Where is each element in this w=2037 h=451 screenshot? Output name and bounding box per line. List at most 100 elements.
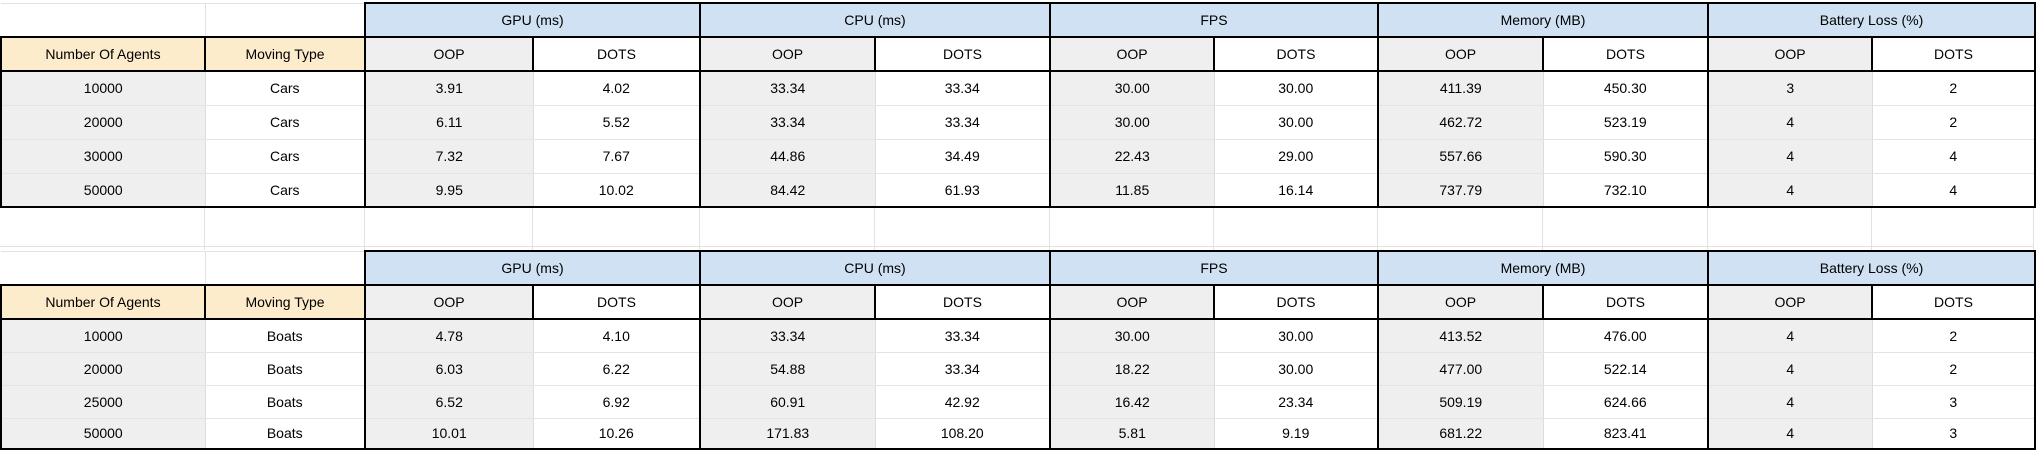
metric-group-header-cell[interactable]: CPU (ms) xyxy=(699,2,1051,38)
value-cell[interactable]: 6.22 xyxy=(532,352,700,386)
dots-subheader-cell[interactable]: DOTS xyxy=(532,284,701,320)
value-cell[interactable]: 30.00 xyxy=(1049,105,1214,140)
agents-cell[interactable]: 20000 xyxy=(0,352,205,386)
value-cell[interactable]: 476.00 xyxy=(1542,319,1708,353)
value-cell[interactable]: 54.88 xyxy=(699,352,875,386)
value-cell[interactable]: 3 xyxy=(1871,385,2036,419)
value-cell[interactable]: 10.02 xyxy=(532,173,700,208)
value-cell[interactable]: 477.00 xyxy=(1377,352,1543,386)
value-cell[interactable]: 10.26 xyxy=(532,418,700,450)
dots-subheader-cell[interactable]: DOTS xyxy=(1871,36,2036,72)
value-cell[interactable]: 4 xyxy=(1707,139,1872,174)
value-cell[interactable]: 33.34 xyxy=(874,352,1050,386)
value-cell[interactable]: 4.10 xyxy=(532,319,700,353)
value-cell[interactable]: 33.34 xyxy=(699,105,875,140)
value-cell[interactable]: 509.19 xyxy=(1377,385,1543,419)
value-cell[interactable]: 6.92 xyxy=(532,385,700,419)
agents-cell[interactable]: 10000 xyxy=(0,71,205,106)
dots-subheader-cell[interactable]: DOTS xyxy=(1213,36,1379,72)
value-cell[interactable]: 4.78 xyxy=(364,319,533,353)
value-cell[interactable]: 30.00 xyxy=(1213,319,1378,353)
value-cell[interactable]: 4 xyxy=(1707,319,1872,353)
value-cell[interactable]: 33.34 xyxy=(874,71,1050,106)
moving-type-cell[interactable]: Cars xyxy=(204,173,365,208)
value-cell[interactable]: 4.02 xyxy=(532,71,700,106)
value-cell[interactable]: 33.34 xyxy=(699,71,875,106)
dots-subheader-cell[interactable]: DOTS xyxy=(874,284,1051,320)
metric-group-header-cell[interactable]: GPU (ms) xyxy=(364,2,701,38)
value-cell[interactable]: 30.00 xyxy=(1049,319,1214,353)
agents-cell[interactable]: 25000 xyxy=(0,385,205,419)
value-cell[interactable]: 624.66 xyxy=(1542,385,1708,419)
agents-cell[interactable]: 10000 xyxy=(0,319,205,353)
value-cell[interactable]: 823.41 xyxy=(1542,418,1708,450)
value-cell[interactable]: 2 xyxy=(1871,352,2036,386)
oop-subheader-cell[interactable]: OOP xyxy=(1707,36,1873,72)
agents-cell[interactable]: 50000 xyxy=(0,173,205,208)
moving-type-column-header[interactable]: Moving Type xyxy=(204,36,366,72)
agents-column-header[interactable]: Number Of Agents xyxy=(0,36,206,72)
metric-group-header-cell[interactable]: FPS xyxy=(1049,250,1379,286)
metric-group-header-cell[interactable]: CPU (ms) xyxy=(699,250,1051,286)
dots-subheader-cell[interactable]: DOTS xyxy=(874,36,1051,72)
value-cell[interactable]: 5.81 xyxy=(1049,418,1214,450)
value-cell[interactable]: 42.92 xyxy=(874,385,1050,419)
value-cell[interactable]: 522.14 xyxy=(1542,352,1708,386)
value-cell[interactable]: 30.00 xyxy=(1213,105,1378,140)
metric-group-header-cell[interactable]: GPU (ms) xyxy=(364,250,701,286)
blank-cell[interactable] xyxy=(205,250,365,285)
dots-subheader-cell[interactable]: DOTS xyxy=(1213,284,1379,320)
value-cell[interactable]: 3 xyxy=(1871,418,2036,450)
value-cell[interactable]: 16.14 xyxy=(1213,173,1378,208)
value-cell[interactable]: 6.52 xyxy=(364,385,533,419)
value-cell[interactable]: 4 xyxy=(1871,139,2036,174)
value-cell[interactable]: 29.00 xyxy=(1213,139,1378,174)
value-cell[interactable]: 7.32 xyxy=(364,139,533,174)
value-cell[interactable]: 557.66 xyxy=(1377,139,1543,174)
value-cell[interactable]: 30.00 xyxy=(1213,352,1378,386)
value-cell[interactable]: 681.22 xyxy=(1377,418,1543,450)
value-cell[interactable]: 2 xyxy=(1871,71,2036,106)
value-cell[interactable]: 171.83 xyxy=(699,418,875,450)
oop-subheader-cell[interactable]: OOP xyxy=(1377,284,1544,320)
oop-subheader-cell[interactable]: OOP xyxy=(364,36,534,72)
value-cell[interactable]: 411.39 xyxy=(1377,71,1543,106)
value-cell[interactable]: 84.42 xyxy=(699,173,875,208)
moving-type-cell[interactable]: Boats xyxy=(204,418,365,450)
agents-cell[interactable]: 50000 xyxy=(0,418,205,450)
value-cell[interactable]: 22.43 xyxy=(1049,139,1214,174)
value-cell[interactable]: 523.19 xyxy=(1542,105,1708,140)
moving-type-cell[interactable]: Boats xyxy=(204,352,365,386)
moving-type-column-header[interactable]: Moving Type xyxy=(204,284,366,320)
value-cell[interactable]: 3 xyxy=(1707,71,1872,106)
value-cell[interactable]: 590.30 xyxy=(1542,139,1708,174)
value-cell[interactable]: 3.91 xyxy=(364,71,533,106)
blank-cell[interactable] xyxy=(1,2,206,37)
agents-column-header[interactable]: Number Of Agents xyxy=(0,284,206,320)
value-cell[interactable]: 4 xyxy=(1707,173,1872,208)
metric-group-header-cell[interactable]: Battery Loss (%) xyxy=(1707,250,2036,286)
value-cell[interactable]: 737.79 xyxy=(1377,173,1543,208)
value-cell[interactable]: 732.10 xyxy=(1542,173,1708,208)
moving-type-cell[interactable]: Boats xyxy=(204,319,365,353)
oop-subheader-cell[interactable]: OOP xyxy=(1377,36,1544,72)
value-cell[interactable]: 4 xyxy=(1707,105,1872,140)
value-cell[interactable]: 18.22 xyxy=(1049,352,1214,386)
value-cell[interactable]: 6.11 xyxy=(364,105,533,140)
value-cell[interactable]: 9.19 xyxy=(1213,418,1378,450)
dots-subheader-cell[interactable]: DOTS xyxy=(1542,36,1709,72)
value-cell[interactable]: 2 xyxy=(1871,319,2036,353)
oop-subheader-cell[interactable]: OOP xyxy=(1049,36,1215,72)
dots-subheader-cell[interactable]: DOTS xyxy=(1871,284,2036,320)
blank-cell[interactable] xyxy=(205,2,365,37)
metric-group-header-cell[interactable]: Battery Loss (%) xyxy=(1707,2,2036,38)
metric-group-header-cell[interactable]: Memory (MB) xyxy=(1377,2,1709,38)
value-cell[interactable]: 30.00 xyxy=(1213,71,1378,106)
moving-type-cell[interactable]: Cars xyxy=(204,71,365,106)
oop-subheader-cell[interactable]: OOP xyxy=(1049,284,1215,320)
value-cell[interactable]: 33.34 xyxy=(874,319,1050,353)
oop-subheader-cell[interactable]: OOP xyxy=(699,284,876,320)
metric-group-header-cell[interactable]: Memory (MB) xyxy=(1377,250,1709,286)
value-cell[interactable]: 23.34 xyxy=(1213,385,1378,419)
value-cell[interactable]: 5.52 xyxy=(532,105,700,140)
